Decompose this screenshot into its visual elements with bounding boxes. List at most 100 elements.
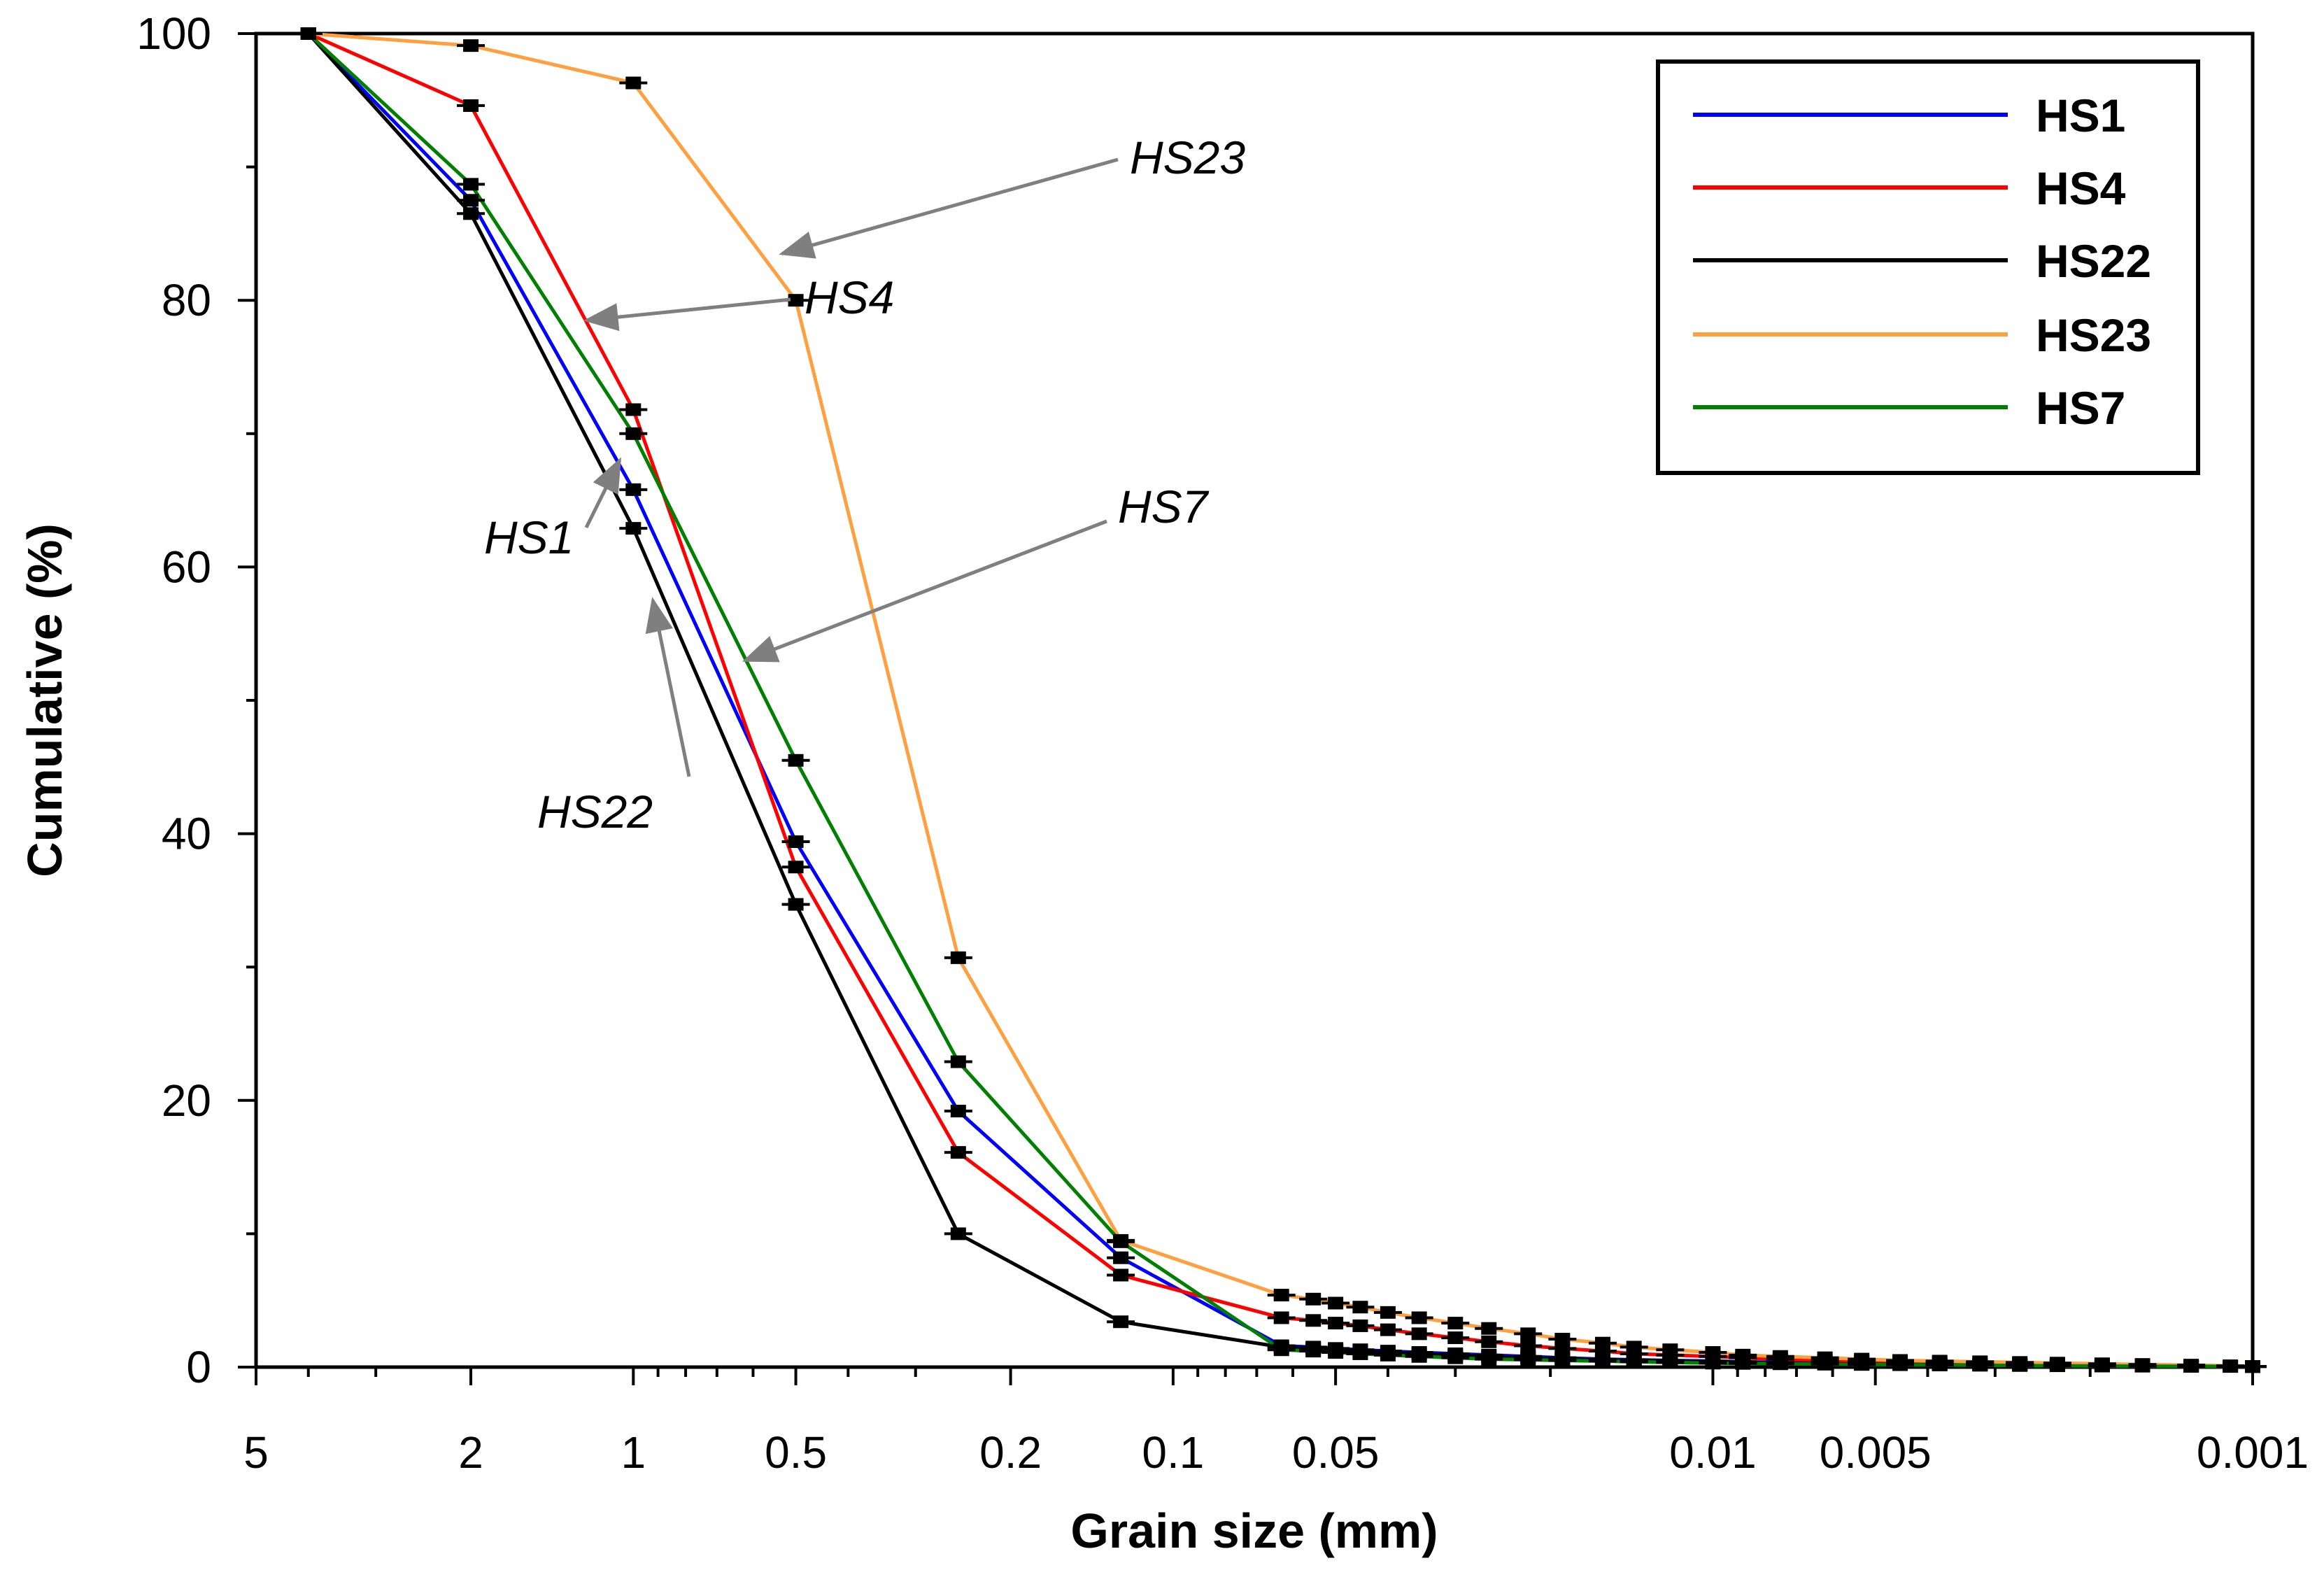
annotation-label-hs1: HS1 bbox=[484, 511, 574, 563]
x-axis-title: Grain size (mm) bbox=[1070, 1504, 1438, 1558]
data-point-hs23 bbox=[1548, 1332, 1577, 1345]
data-point-hs7 bbox=[2043, 1359, 2071, 1373]
data-point-hs7 bbox=[1373, 1348, 1402, 1362]
data-point-hs23 bbox=[1656, 1343, 1685, 1357]
annotation-arrow-hs22 bbox=[645, 597, 691, 777]
data-point-hs4 bbox=[1514, 1339, 1543, 1352]
data-point-hs7 bbox=[1886, 1358, 1915, 1371]
y-tick-label: 40 bbox=[162, 809, 211, 859]
legend-box bbox=[1656, 59, 2200, 475]
data-point-hs4 bbox=[457, 99, 486, 112]
data-point-hs1 bbox=[1107, 1251, 1135, 1264]
annotation-arrow-hs4 bbox=[583, 297, 791, 332]
data-point-hs4 bbox=[1441, 1331, 1470, 1345]
series-line-hs7 bbox=[307, 32, 2253, 1369]
annotation-label-hs7: HS7 bbox=[1118, 481, 1210, 532]
data-point-hs7 bbox=[2088, 1359, 2116, 1373]
annotation-arrow-hs7 bbox=[742, 519, 1107, 663]
data-point-hs23 bbox=[619, 76, 648, 90]
data-point-hs7 bbox=[1620, 1355, 1648, 1369]
data-point-hs22 bbox=[944, 1227, 972, 1240]
data-point-hs7 bbox=[1729, 1357, 1757, 1370]
legend-label-hs1: HS1 bbox=[2036, 90, 2125, 141]
data-point-hs4 bbox=[781, 861, 810, 874]
data-point-hs7 bbox=[1441, 1351, 1470, 1364]
annotation-label-hs4: HS4 bbox=[805, 271, 894, 323]
data-point-hs23 bbox=[1699, 1346, 1727, 1359]
x-tick-label: 0.05 bbox=[1292, 1427, 1380, 1478]
data-point-hs22 bbox=[457, 207, 486, 220]
series-line-hs23 bbox=[308, 31, 2253, 1369]
series-lines bbox=[306, 31, 2253, 1369]
data-point-hs4 bbox=[1475, 1335, 1503, 1348]
data-point-hs1 bbox=[944, 1105, 972, 1118]
data-point-hs7 bbox=[1548, 1354, 1577, 1367]
data-point-hs7 bbox=[1848, 1358, 1876, 1371]
data-point-hs7 bbox=[1966, 1359, 1994, 1372]
x-tick-label: 0.2 bbox=[979, 1427, 1042, 1478]
data-point-hs23 bbox=[1299, 1292, 1328, 1306]
data-point-hs4 bbox=[619, 403, 648, 416]
data-point-hs7 bbox=[2128, 1359, 2157, 1373]
y-tick-label: 60 bbox=[162, 542, 211, 592]
data-point-hs7 bbox=[1267, 1343, 1296, 1357]
data-point-hs7 bbox=[457, 178, 486, 191]
data-point-hs7 bbox=[2177, 1359, 2206, 1373]
data-point-hs22 bbox=[781, 898, 810, 911]
x-axis: 5 2 1 0.5 0.2 0.1 0.05 0.01 0.005 0.001 bbox=[243, 1367, 2309, 1478]
data-point-hs7 bbox=[1588, 1355, 1617, 1368]
data-point-hs7 bbox=[1405, 1350, 1433, 1363]
data-point-hs4 bbox=[1267, 1311, 1296, 1324]
x-tick-label: 0.001 bbox=[2197, 1427, 2309, 1478]
data-point-hs23 bbox=[1373, 1306, 1402, 1319]
data-point-hs1 bbox=[619, 483, 648, 496]
x-tick-label: 1 bbox=[621, 1427, 646, 1478]
data-point-hs7 bbox=[294, 27, 323, 40]
y-tick-label: 0 bbox=[186, 1342, 211, 1392]
y-tick-label: 20 bbox=[162, 1075, 211, 1126]
data-point-hs23 bbox=[1475, 1322, 1503, 1335]
data-point-hs7 bbox=[1475, 1352, 1503, 1366]
data-point-hs23 bbox=[1267, 1289, 1296, 1302]
data-point-hs23 bbox=[1620, 1341, 1648, 1354]
data-point-hs4 bbox=[1346, 1319, 1375, 1332]
data-point-hs23 bbox=[1588, 1336, 1617, 1350]
data-point-hs7 bbox=[781, 754, 810, 767]
data-point-hs23 bbox=[1514, 1327, 1543, 1341]
data-point-hs23 bbox=[1441, 1317, 1470, 1330]
y-axis: 0 20 40 60 80 100 bbox=[136, 8, 256, 1392]
data-point-hs7 bbox=[1346, 1347, 1375, 1360]
data-point-hs4 bbox=[1322, 1317, 1350, 1330]
data-point-hs7 bbox=[2006, 1359, 2034, 1372]
y-tick-label: 80 bbox=[162, 275, 211, 325]
x-tick-label: 0.01 bbox=[1669, 1427, 1757, 1478]
y-axis-title: Cumulative (%) bbox=[17, 523, 72, 877]
data-point-hs1 bbox=[457, 194, 486, 207]
legend-label-hs22: HS22 bbox=[2036, 235, 2151, 287]
legend-label-hs4: HS4 bbox=[2036, 162, 2126, 214]
x-tick-label: 0.005 bbox=[1820, 1427, 1932, 1478]
x-tick-label: 5 bbox=[243, 1427, 269, 1478]
annotation-arrow-hs1 bbox=[584, 457, 622, 529]
data-point-hs7 bbox=[1811, 1357, 1839, 1371]
annotation-label-hs22: HS22 bbox=[537, 786, 653, 837]
data-point-hs22 bbox=[619, 522, 648, 535]
data-point-hs4 bbox=[1299, 1314, 1328, 1327]
legend-label-hs7: HS7 bbox=[2036, 382, 2125, 434]
data-point-hs7 bbox=[1514, 1353, 1543, 1366]
data-point-hs23 bbox=[944, 951, 972, 964]
data-point-hs7 bbox=[944, 1055, 972, 1068]
data-point-hs23 bbox=[1346, 1301, 1375, 1314]
data-point-hs7 bbox=[1322, 1346, 1350, 1359]
legend-label-hs23: HS23 bbox=[2036, 309, 2151, 361]
data-point-hs4 bbox=[944, 1146, 972, 1159]
data-point-hs4 bbox=[1405, 1327, 1433, 1341]
x-tick-label: 0.1 bbox=[1142, 1427, 1204, 1478]
annotation-arrow-hs23 bbox=[779, 157, 1119, 259]
data-point-hs7 bbox=[1699, 1357, 1727, 1370]
data-point-hs7 bbox=[1656, 1356, 1685, 1369]
data-point-hs7 bbox=[2239, 1360, 2267, 1373]
data-point-hs7 bbox=[1107, 1235, 1135, 1248]
